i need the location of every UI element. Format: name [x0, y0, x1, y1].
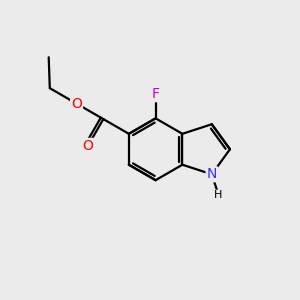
Text: O: O	[71, 97, 82, 111]
Text: N: N	[207, 167, 217, 181]
Text: F: F	[152, 87, 160, 101]
Text: O: O	[82, 139, 93, 153]
Text: H: H	[214, 190, 222, 200]
